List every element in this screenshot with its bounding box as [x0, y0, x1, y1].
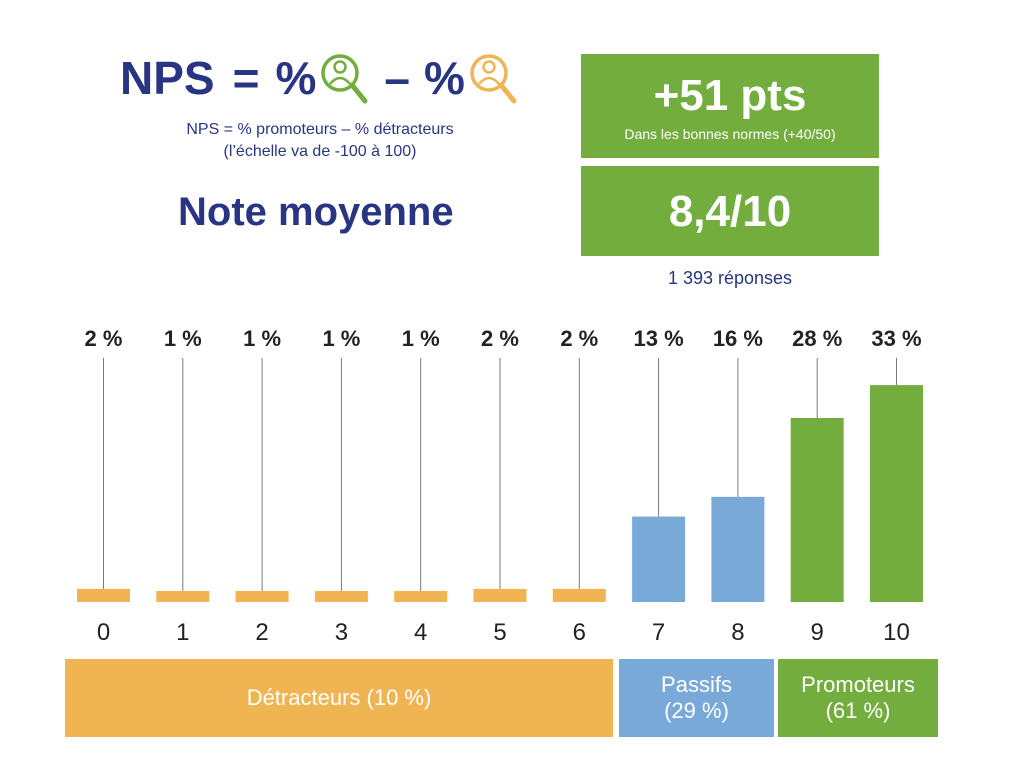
passives-group: Passifs (29 %): [619, 659, 774, 737]
tick-label-6: 6: [573, 619, 586, 646]
tick-label-7: 7: [652, 619, 665, 646]
bar-5: [473, 588, 527, 602]
value-label-4: 1 %: [402, 326, 440, 351]
promoters-percent: (61 %): [825, 698, 891, 723]
passives-label: Passifs: [661, 672, 732, 697]
bar-1: [156, 591, 210, 602]
tick-label-4: 4: [414, 619, 427, 646]
tick-label-2: 2: [255, 619, 268, 646]
formula-nps: NPS: [120, 52, 215, 104]
score-distribution-chart: 2 % 0 1 % 1 1 % 2 1 % 3 1 % 4 2 % 5 2 % 6 13 % 7 16 % 8 28…: [77, 326, 923, 646]
value-label-0: 2 %: [85, 326, 123, 351]
tick-label-8: 8: [731, 619, 744, 646]
value-label-10: 33 %: [871, 326, 921, 351]
detractors-group: Détracteurs (10 %): [65, 659, 613, 737]
nps-score-caption: Dans les bonnes normes (+40/50): [624, 126, 836, 142]
responses-count: 1 393 réponses: [667, 268, 793, 288]
bar-6: [552, 588, 606, 602]
tick-label-10: 10: [883, 619, 910, 646]
value-label-1: 1 %: [164, 326, 202, 351]
formula-definition: NPS = % promoteurs – % détracteurs: [186, 121, 454, 138]
value-label-3: 1 %: [322, 326, 360, 351]
bar-4: [394, 591, 448, 602]
mean-score-value: 8,4/10: [668, 187, 792, 236]
mean-score-title: Note moyenne: [178, 190, 454, 234]
detractors-label: Détracteurs (10 %): [246, 685, 432, 710]
bar-0: [77, 588, 130, 602]
bar-3: [314, 591, 368, 602]
value-label-7: 13 %: [634, 326, 684, 351]
promoters-label: Promoteurs: [801, 672, 915, 697]
bar-10: [870, 385, 923, 602]
tick-label-3: 3: [335, 619, 348, 646]
scale-range-note: (l’échelle va de -100 à 100): [223, 143, 417, 160]
value-label-9: 28 %: [792, 326, 842, 351]
tick-label-0: 0: [97, 619, 110, 646]
nps-formula: NPS = % – %: [120, 48, 527, 108]
promoters-group: Promoteurs (61 %): [778, 659, 938, 737]
tick-label-1: 1: [176, 619, 189, 646]
nps-score-value: +51 pts: [653, 71, 807, 120]
formula-equals: =: [232, 52, 260, 104]
tick-label-5: 5: [493, 619, 506, 646]
nps-score-box: +51 pts Dans les bonnes normes (+40/50): [581, 54, 879, 158]
value-label-6: 2 %: [560, 326, 598, 351]
value-label-8: 16 %: [713, 326, 763, 351]
bar-8: [711, 496, 765, 602]
tick-label-9: 9: [811, 619, 824, 646]
formula-minus: –: [384, 52, 410, 104]
value-label-5: 2 %: [481, 326, 519, 351]
formula-percent-1: %: [275, 52, 317, 104]
bar-2: [235, 591, 289, 602]
formula-percent-2: %: [423, 52, 465, 104]
mean-score-box: 8,4/10: [581, 166, 879, 256]
passives-percent: (29 %): [664, 698, 729, 723]
value-label-2: 1 %: [243, 326, 281, 351]
promoter-search-icon: [321, 54, 368, 104]
detractor-search-icon: [470, 54, 517, 104]
bar-7: [632, 516, 686, 602]
bar-9: [790, 418, 844, 602]
